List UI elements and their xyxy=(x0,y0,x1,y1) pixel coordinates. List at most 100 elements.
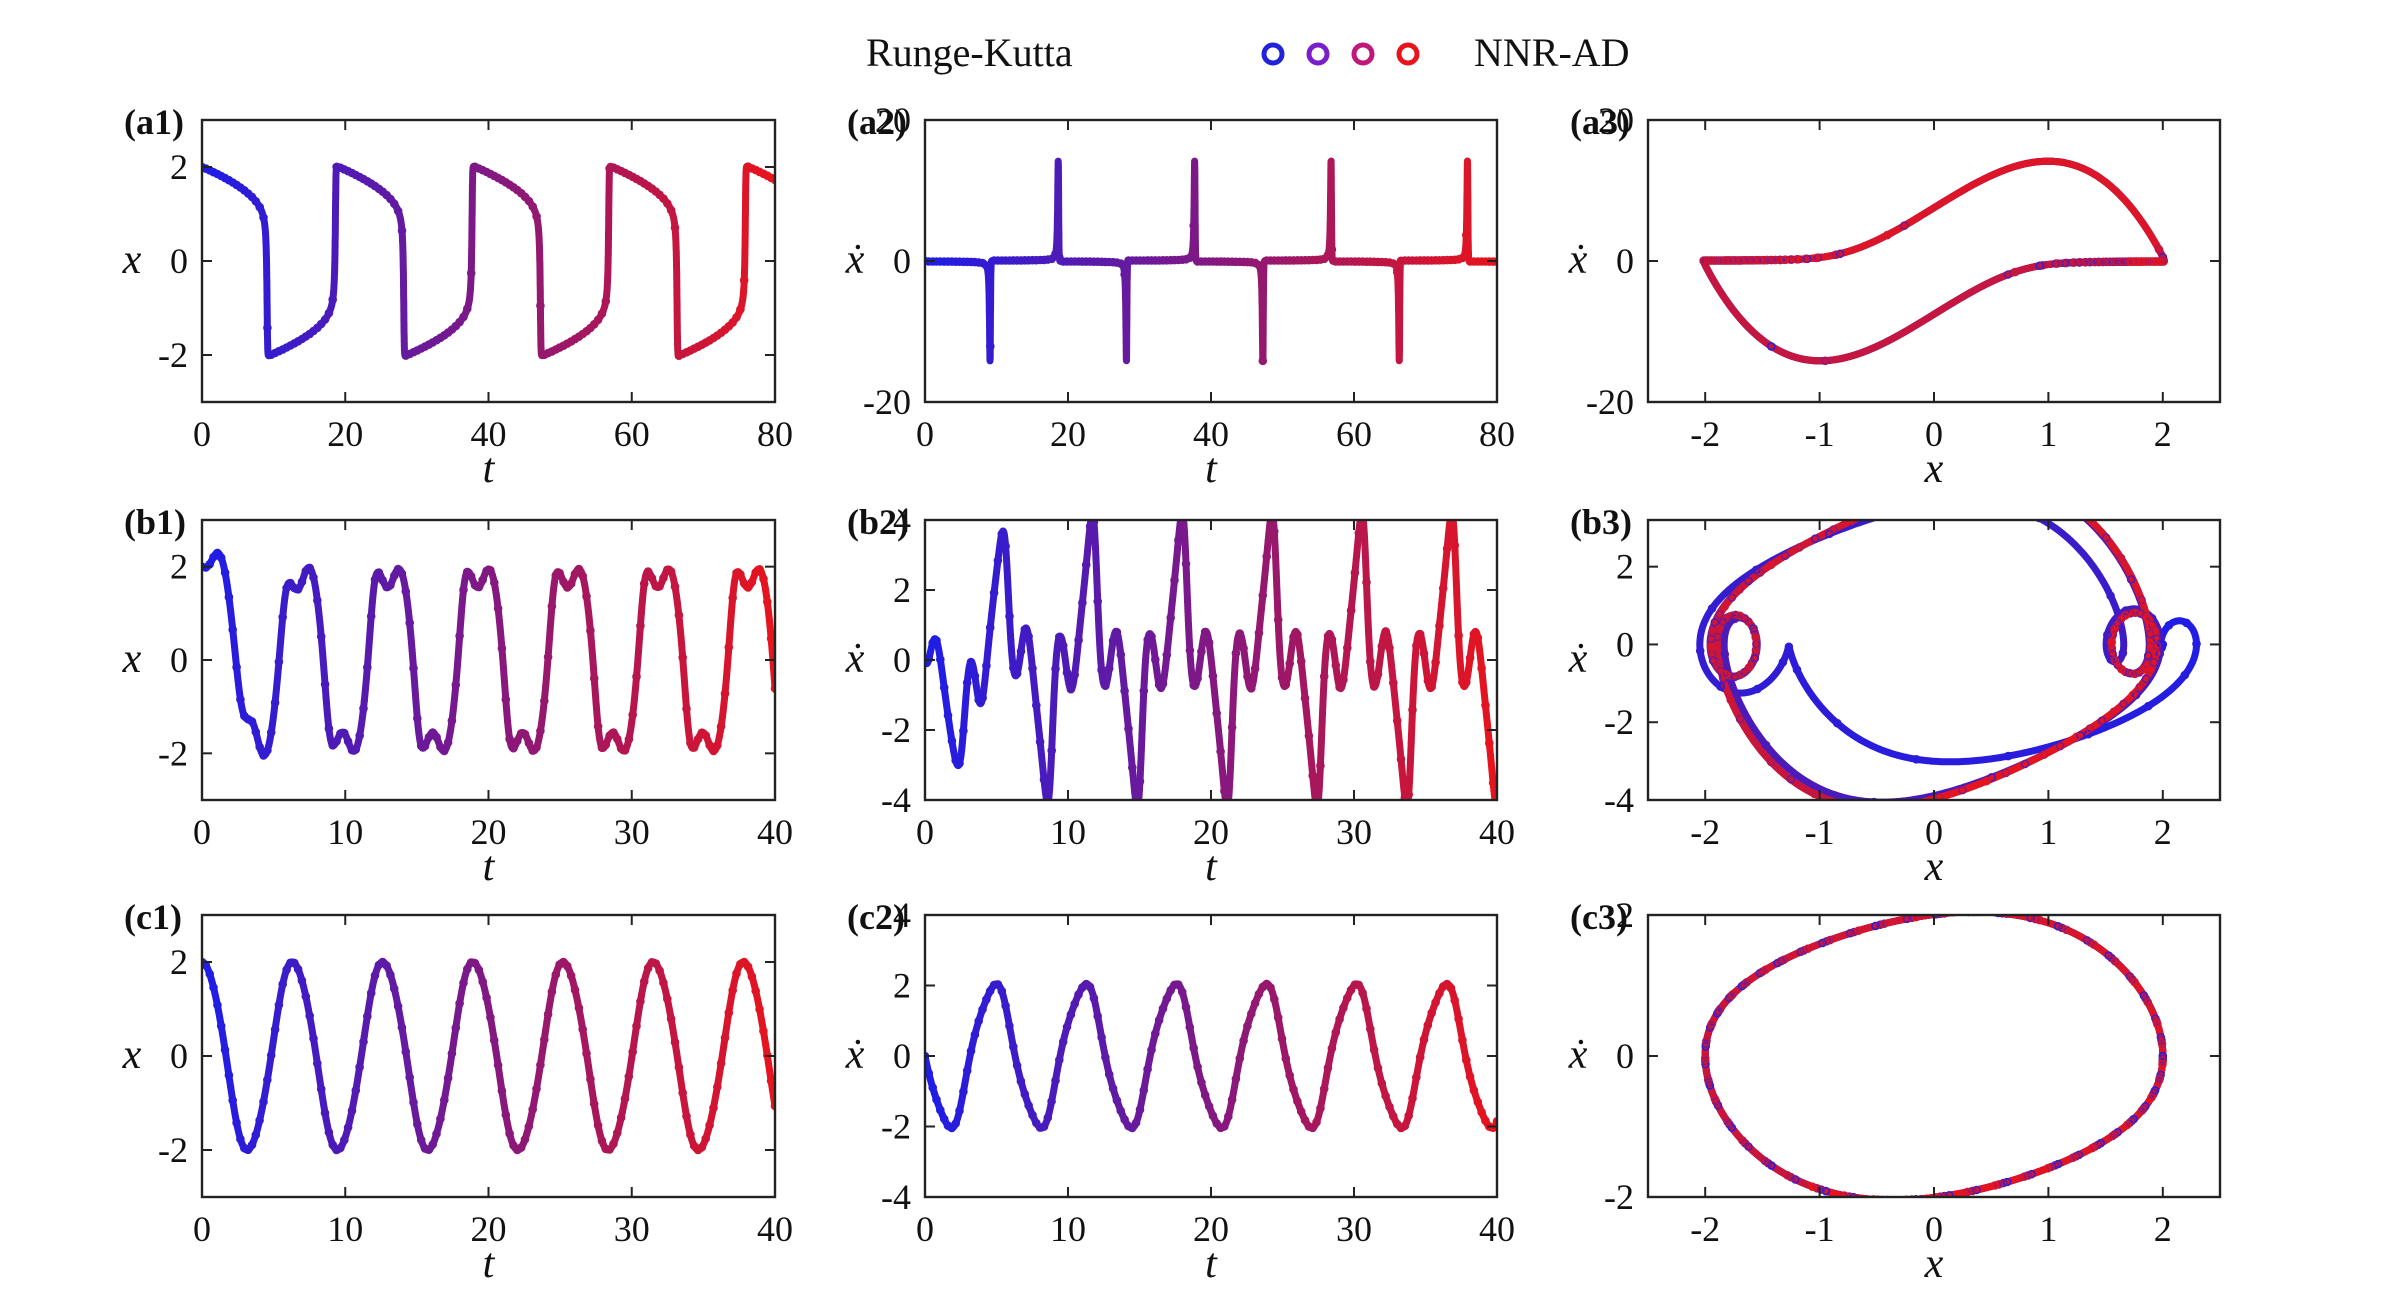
nnr-ad-point xyxy=(720,1033,730,1043)
nnr-ad-point xyxy=(1181,1002,1191,1012)
nnr-ad-point xyxy=(1296,1107,1306,1116)
nnr-ad-point xyxy=(959,1087,968,1096)
nnr-ad-point xyxy=(985,623,995,632)
nnr-ad-point xyxy=(1385,258,1394,267)
rk-segment xyxy=(1321,1032,1339,1086)
nnr-ad-point xyxy=(486,565,495,575)
nnr-ad-point xyxy=(574,564,584,574)
nnr-ad-point xyxy=(2117,664,2126,674)
nnr-ad-point xyxy=(1231,648,1241,658)
nnr-ad-point xyxy=(1767,342,1776,351)
x-tick-label: 1 xyxy=(2039,1209,2057,1249)
nnr-ad-point xyxy=(1304,731,1314,741)
nnr-ad-point xyxy=(339,728,349,738)
nnr-ad-point xyxy=(1871,921,1880,931)
nnr-ad-point xyxy=(1097,665,1106,675)
nnr-ad-point xyxy=(1181,254,1191,264)
nnr-ad-point xyxy=(305,1011,315,1021)
nnr-ad-point xyxy=(293,964,303,974)
nnr-ad-point xyxy=(2085,724,2095,733)
nnr-ad-point xyxy=(497,644,507,653)
nnr-ad-point xyxy=(2154,245,2164,254)
nnr-ad-point xyxy=(443,738,453,747)
nnr-ad-point xyxy=(401,1047,411,1057)
nnr-ad-point xyxy=(1085,982,1095,992)
nnr-ad-point xyxy=(716,722,726,731)
nnr-ad-point xyxy=(547,987,557,997)
rk-segment xyxy=(2094,172,2168,265)
nnr-ad-point xyxy=(378,575,388,585)
nnr-ad-point xyxy=(2035,915,2044,925)
nnr-ad-point xyxy=(501,1110,511,1120)
axes-box xyxy=(200,913,777,1199)
nnr-ad-point xyxy=(1035,1123,1045,1132)
series-runge-kutta-b3 xyxy=(1696,520,2200,800)
nnr-ad-point xyxy=(1016,1076,1026,1086)
rk-segment xyxy=(1180,520,1196,680)
rk-segment xyxy=(1791,157,2102,263)
nnr-ad-point xyxy=(205,559,214,569)
nnr-ad-point xyxy=(951,1119,961,1128)
nnr-ad-point xyxy=(970,671,980,681)
nnr-ad-point xyxy=(1047,1097,1056,1106)
nnr-ad-point xyxy=(1058,1037,1068,1047)
nnr-ad-point xyxy=(1285,659,1294,668)
rk-segment xyxy=(618,1054,636,1117)
nnr-ad-point xyxy=(1224,1112,1233,1121)
rk-segment xyxy=(1083,520,1101,577)
nnr-ad-point xyxy=(432,1129,441,1139)
nnr-ad-point xyxy=(578,1025,588,1034)
rk-segment xyxy=(1720,618,1843,800)
nnr-ad-point xyxy=(647,573,657,583)
nnr-ad-point xyxy=(1166,613,1175,623)
rk-segment xyxy=(1245,632,1263,693)
nnr-ad-point xyxy=(266,1051,276,1060)
nnr-ad-point xyxy=(1462,230,1471,240)
rk-segment xyxy=(1398,739,1415,800)
nnr-ad-point xyxy=(1135,1105,1145,1114)
rk-segment xyxy=(1369,637,1387,691)
nnr-ad-point xyxy=(962,1066,972,1075)
nnr-ad-point xyxy=(2146,641,2155,651)
y-tick-label: -2 xyxy=(1604,702,1634,742)
nnr-ad-point xyxy=(1032,701,1041,710)
nnr-ad-point xyxy=(639,977,649,986)
nnr-ad-point xyxy=(1695,646,1705,656)
nnr-ad-point xyxy=(1716,1004,1725,1014)
nnr-ad-point xyxy=(989,588,999,598)
nnr-ad-point xyxy=(455,999,464,1008)
nnr-ad-point xyxy=(1735,714,1745,724)
series-runge-kutta-c2 xyxy=(925,980,1497,1132)
nnr-ad-point xyxy=(628,710,638,720)
nnr-ad-point xyxy=(1128,763,1137,772)
nnr-ad-point xyxy=(1935,915,1945,919)
rk-segment xyxy=(1226,1055,1244,1113)
nnr-ad-point xyxy=(2107,637,2116,647)
nnr-ad-point xyxy=(1770,255,1780,265)
legend: Runge-Kutta NNR-AD xyxy=(656,30,1630,75)
nnr-ad-point xyxy=(1707,1018,1717,1028)
nnr-ad-point xyxy=(1043,797,1052,800)
rk-segment xyxy=(1720,646,1792,697)
nnr-ad-point xyxy=(1912,754,1921,764)
nnr-ad-point xyxy=(1200,627,1210,637)
nnr-ad-point xyxy=(720,689,730,698)
nnr-ad-point xyxy=(224,592,234,602)
nnr-ad-point xyxy=(670,223,680,232)
nnr-ad-point xyxy=(1968,1186,1977,1196)
x-tick-label: 0 xyxy=(1925,1209,1943,1249)
nnr-ad-point xyxy=(1715,624,1724,633)
rk-segment xyxy=(950,1089,967,1131)
nnr-ad-point xyxy=(486,1013,495,1022)
nnr-ad-point xyxy=(593,722,603,731)
nnr-ad-point xyxy=(213,1000,222,1010)
rk-segment xyxy=(227,1083,244,1142)
nnr-ad-point xyxy=(1736,670,1745,680)
nnr-ad-point xyxy=(386,970,395,980)
nnr-ad-point xyxy=(747,972,757,981)
rk-segment xyxy=(370,568,387,591)
nnr-ad-point xyxy=(2130,608,2140,618)
nnr-ad-point xyxy=(1481,1116,1490,1125)
